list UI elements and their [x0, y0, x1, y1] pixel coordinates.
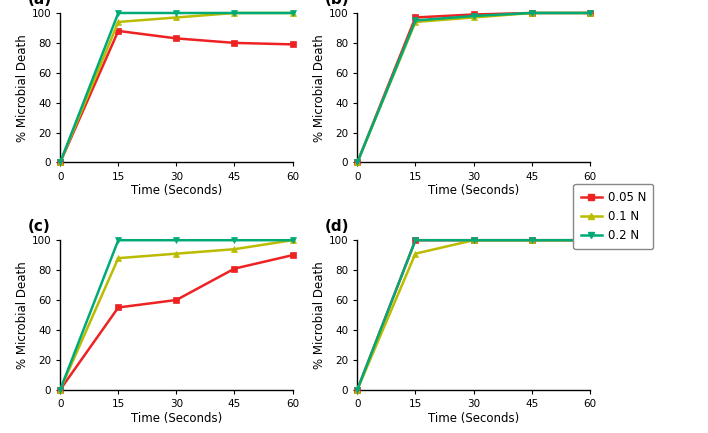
Y-axis label: % Microbial Death: % Microbial Death: [313, 34, 326, 142]
X-axis label: Time (Seconds): Time (Seconds): [131, 411, 222, 424]
X-axis label: Time (Seconds): Time (Seconds): [131, 184, 222, 197]
Y-axis label: % Microbial Death: % Microbial Death: [16, 261, 29, 369]
Legend: 0.05 N, 0.1 N, 0.2 N: 0.05 N, 0.1 N, 0.2 N: [573, 184, 653, 249]
Text: (c): (c): [28, 219, 50, 234]
Text: (b): (b): [325, 0, 350, 7]
X-axis label: Time (Seconds): Time (Seconds): [428, 411, 519, 424]
Y-axis label: % Microbial Death: % Microbial Death: [313, 261, 326, 369]
X-axis label: Time (Seconds): Time (Seconds): [428, 184, 519, 197]
Text: (d): (d): [325, 219, 349, 234]
Text: (a): (a): [28, 0, 52, 7]
Y-axis label: % Microbial Death: % Microbial Death: [16, 34, 29, 142]
